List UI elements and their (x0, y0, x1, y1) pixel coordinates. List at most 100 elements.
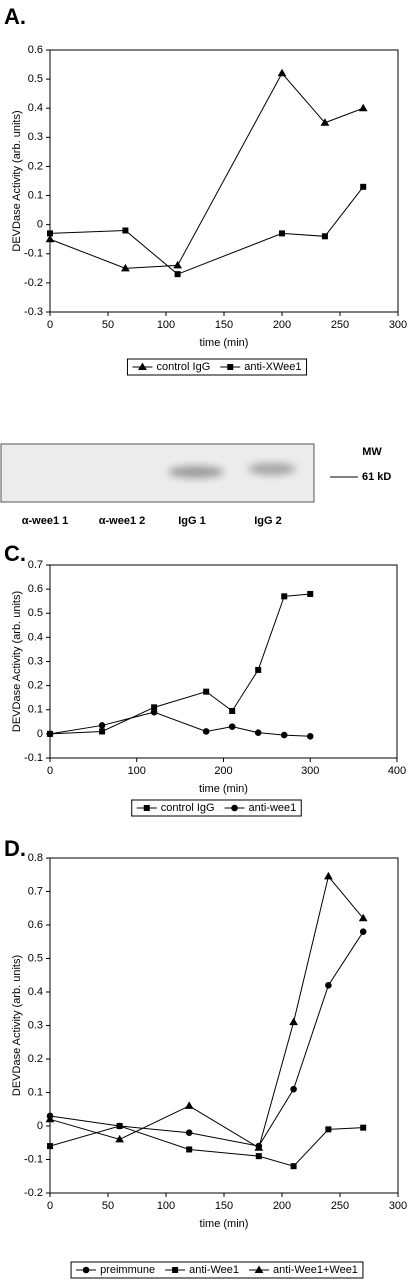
y-tick-label: 0 (37, 728, 43, 740)
x-tick-label: 0 (47, 1200, 53, 1212)
marker (138, 362, 147, 370)
y-tick-label: 0.2 (28, 160, 43, 172)
y-tick-label: 0.7 (28, 885, 43, 897)
legend: control IgG anti-wee1 (131, 799, 302, 817)
x-tick-label: 50 (102, 1200, 114, 1212)
plot-frame (49, 857, 399, 1194)
x-tick-label: 100 (157, 1200, 175, 1212)
marker (186, 1146, 193, 1153)
legend-label: preimmune (100, 1264, 155, 1276)
marker (121, 263, 130, 272)
lane-label: α-wee1 2 (99, 515, 146, 527)
y-tick-label: 0.3 (28, 1019, 43, 1031)
legend-box (70, 1261, 364, 1279)
legend-box (126, 358, 308, 376)
marker (203, 688, 210, 695)
legend: control IgG anti-XWee1 (126, 358, 308, 376)
marker (255, 1153, 262, 1160)
marker (277, 68, 287, 77)
y-tick-label: 0.2 (28, 1053, 43, 1065)
marker (321, 233, 328, 240)
panel-label: A. (4, 4, 26, 29)
marker (254, 1265, 264, 1273)
y-tick-label: 0.4 (28, 102, 43, 114)
y-tick-label: 0 (37, 219, 43, 231)
legend-label: control IgG (156, 361, 210, 373)
series-line (49, 186, 364, 275)
x-tick-label: 150 (215, 1200, 233, 1212)
x-tick-label: 400 (388, 765, 406, 777)
marker (185, 1129, 193, 1136)
y-tick-label: 0.7 (28, 559, 43, 571)
x-tick-label: 0 (47, 319, 53, 331)
marker (359, 928, 367, 936)
y-tick-label: 0.4 (28, 631, 43, 643)
lane-label: IgG 1 (178, 515, 206, 527)
y-tick-label: -0.1 (24, 1153, 43, 1165)
legend-label: anti-Wee1+Wee1 (273, 1264, 358, 1276)
marker (360, 183, 367, 190)
y-tick-label: 0.5 (28, 73, 43, 85)
y-tick-label: 0.1 (28, 704, 43, 716)
x-tick-label: 100 (128, 765, 146, 777)
y-tick-label: -0.2 (24, 1187, 43, 1199)
y-tick-label: 0.1 (28, 1086, 43, 1098)
series-line (49, 931, 364, 1147)
marker (325, 1126, 332, 1133)
marker (173, 260, 182, 269)
marker (231, 804, 238, 812)
y-tick-label: -0.2 (24, 277, 43, 289)
marker (254, 729, 262, 736)
x-tick-label: 200 (273, 319, 291, 331)
x-tick-label: 250 (331, 1200, 349, 1212)
marker (281, 593, 288, 600)
panel-label: D. (4, 836, 26, 861)
marker (324, 871, 333, 880)
y-tick-label: 0.8 (28, 852, 43, 864)
series-line (49, 711, 311, 737)
y-tick-label: 0.6 (28, 44, 43, 56)
y-tick-label: -0.1 (24, 752, 43, 764)
marker (279, 230, 285, 237)
legend-label: anti-XWee1 (244, 361, 301, 373)
y-tick-label: 0.6 (28, 919, 43, 931)
marker (289, 1017, 298, 1026)
x-tick-label: 100 (157, 319, 175, 331)
legend: preimmune anti-Wee1 anti-Wee1+Wee1 (70, 1261, 364, 1279)
marker (174, 271, 181, 278)
marker (306, 732, 314, 740)
marker (358, 103, 368, 112)
legend-label: anti-Wee1 (189, 1264, 239, 1276)
marker (229, 707, 236, 714)
y-tick-label: 0.5 (28, 607, 43, 619)
x-tick-label: 200 (273, 1200, 291, 1212)
y-tick-label: -0.3 (24, 306, 43, 318)
y-tick-label: 0.6 (28, 583, 43, 595)
marker (150, 708, 158, 716)
x-tick-label: 200 (214, 765, 232, 777)
mw-title: MW (362, 446, 382, 458)
y-tick-label: 0.4 (28, 986, 43, 998)
series-line (49, 875, 364, 1149)
y-tick-label: 0.3 (28, 655, 43, 667)
x-tick-label: 300 (389, 319, 407, 331)
x-tick-label: 300 (301, 765, 319, 777)
x-axis-title: time (min) (199, 783, 248, 795)
series-line (49, 72, 364, 269)
marker (122, 227, 129, 234)
marker (228, 723, 236, 730)
marker (358, 913, 368, 922)
marker (254, 1143, 264, 1151)
y-tick-label: 0.5 (28, 952, 43, 964)
lane-label: IgG 2 (254, 515, 282, 527)
marker (116, 1123, 123, 1129)
marker (45, 234, 55, 243)
blot-band (168, 466, 224, 478)
marker (143, 805, 150, 811)
marker (290, 1163, 297, 1170)
marker (115, 1134, 124, 1143)
marker (98, 722, 106, 729)
marker (46, 730, 54, 738)
y-tick-label: 0.2 (28, 680, 43, 692)
y-tick-label: -0.1 (24, 248, 43, 260)
